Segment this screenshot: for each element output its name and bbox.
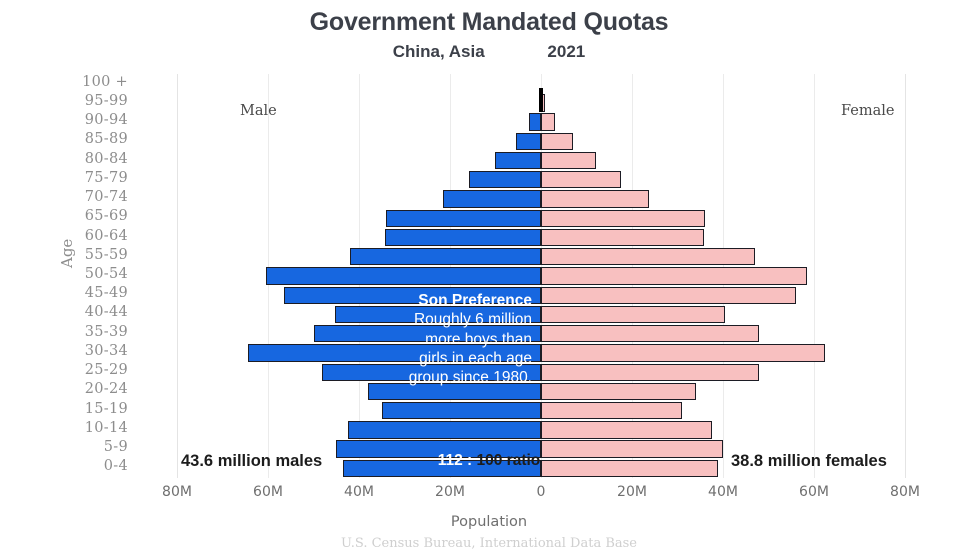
bar-male-20-24: [368, 382, 541, 401]
bar-male-65-69: [386, 209, 541, 227]
annotation-line-1: Roughly 6 million: [413, 311, 532, 329]
bar-male-85-89: [515, 132, 541, 150]
bar-male-5-9: [336, 440, 541, 458]
subtitle-year: 2021: [547, 42, 586, 61]
bar-female-10-14: [541, 421, 712, 439]
bar-female-15-19: [541, 402, 683, 420]
x-tick-label: 80M: [890, 484, 920, 500]
sex-ratio-callout: 112 : 100 ratio: [0, 452, 978, 470]
x-tick-label: 80M: [162, 484, 192, 500]
bar-female-0-4: [541, 459, 718, 478]
bar-female-50-54: [541, 267, 808, 285]
y-axis-title: Age: [58, 238, 76, 268]
bar-male-45-49: [283, 286, 541, 304]
bar-female-85-89: [541, 132, 573, 150]
x-tick-label: 20M: [617, 484, 647, 500]
male-side-label: Male: [240, 103, 277, 119]
bar-female-35-39: [541, 325, 760, 343]
center-axis-marker: [539, 88, 543, 113]
age-tick-9094: 90-94: [84, 112, 128, 129]
age-tick-8589: 85-89: [84, 131, 128, 148]
bar-female-25-29: [541, 363, 760, 381]
age-tick-9599: 95-99: [84, 92, 128, 109]
bar-male-55-59: [349, 248, 541, 266]
annotation-line-3: girls in each age: [419, 349, 532, 367]
age-tick-7579: 75-79: [84, 169, 128, 186]
bar-female-30-34: [541, 344, 826, 362]
bar-female-60-64: [541, 228, 704, 247]
annotation-heading: Son Preference: [418, 292, 532, 309]
bar-male-0-4: [342, 459, 541, 478]
female-side-label: Female: [841, 103, 895, 119]
x-tick-label: 60M: [253, 484, 283, 500]
age-tick-2024: 20-24: [84, 381, 128, 398]
bar-female-80-84: [541, 151, 596, 170]
gridline-80M-right: [905, 74, 906, 478]
bar-female-20-24: [541, 382, 696, 401]
sex-ratio-right: 100 ratio: [476, 452, 541, 469]
bar-male-25-29: [321, 363, 541, 381]
y-axis-age-labels: 100 + 95-99 90-94 85-89 80-84 75-79 70-74 65-69…: [0, 74, 128, 478]
bar-male-80-84: [494, 151, 541, 170]
age-tick-04: 0-4: [103, 458, 128, 475]
x-tick-label: 40M: [344, 484, 374, 500]
annotation-line-4: group since 1980.: [408, 369, 532, 387]
x-tick-label: 20M: [435, 484, 465, 500]
age-tick-7074: 70-74: [84, 189, 128, 206]
male-total-callout: 43.6 million males: [181, 452, 323, 470]
age-tick-1014: 10-14: [84, 419, 128, 436]
plot-area: [135, 74, 961, 478]
bar-male-35-39: [314, 325, 541, 343]
gridline-80M-left: [177, 74, 178, 478]
annotation-line-2: more boys than: [425, 330, 532, 348]
age-tick-100+: 100 +: [82, 73, 128, 90]
bar-male-75-79: [469, 171, 541, 189]
age-tick-5559: 55-59: [84, 246, 128, 263]
source-credit: U.S. Census Bureau, International Data B…: [340, 536, 638, 550]
bar-male-10-14: [347, 421, 541, 439]
x-axis-title: Population: [450, 514, 528, 530]
age-tick-6064: 60-64: [84, 227, 128, 244]
bar-female-45-49: [541, 286, 796, 304]
bar-male-60-64: [385, 228, 541, 247]
age-tick-6569: 65-69: [84, 208, 128, 225]
x-tick-label: 0: [536, 484, 546, 500]
page-title: Government Mandated Quotas: [309, 8, 669, 36]
bar-female-90-94: [541, 113, 556, 131]
female-total-callout: 38.8 million females: [731, 452, 887, 470]
bar-male-30-34: [247, 344, 541, 362]
bar-female-75-79: [541, 171, 621, 189]
bar-male-70-74: [442, 190, 541, 208]
bar-female-70-74: [541, 190, 650, 208]
age-tick-1519: 15-19: [84, 400, 128, 417]
bar-male-90-94: [529, 113, 541, 131]
son-preference-annotation: Son Preference Roughly 6 million more bo…: [332, 291, 532, 387]
bar-male-40-44: [334, 305, 541, 324]
bar-male-50-54: [265, 267, 541, 285]
bar-female-65-69: [541, 209, 705, 227]
age-tick-2529: 25-29: [84, 362, 128, 379]
subtitle: China, Asia 2021: [0, 42, 978, 62]
gridline-60M-right: [814, 74, 815, 478]
age-tick-59: 5-9: [103, 439, 128, 456]
sex-ratio-left: 112 :: [437, 452, 477, 469]
x-tick-label: 60M: [799, 484, 829, 500]
bar-female-40-44: [541, 305, 726, 324]
age-tick-3034: 30-34: [84, 342, 128, 359]
age-tick-3539: 35-39: [84, 323, 128, 340]
bar-male-15-19: [381, 402, 541, 420]
x-tick-label: 40M: [708, 484, 738, 500]
age-tick-4044: 40-44: [84, 304, 128, 321]
age-tick-4549: 45-49: [84, 285, 128, 302]
age-tick-8084: 80-84: [84, 150, 128, 167]
bar-female-55-59: [541, 248, 755, 266]
subtitle-place: China, Asia: [392, 42, 485, 61]
bar-female-5-9: [541, 440, 723, 458]
age-tick-5054: 50-54: [84, 266, 128, 282]
